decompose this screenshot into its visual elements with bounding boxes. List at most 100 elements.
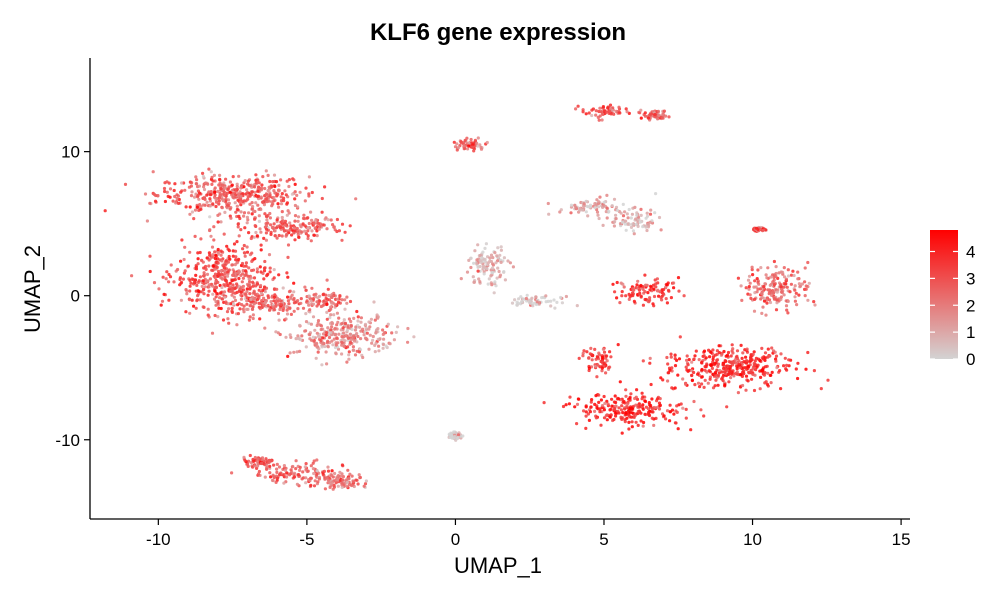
data-point (665, 355, 669, 360)
data-point (696, 381, 701, 385)
data-point (620, 417, 624, 421)
data-point (292, 290, 296, 294)
data-point (329, 313, 333, 317)
data-point (330, 325, 334, 329)
data-point (478, 280, 482, 284)
data-point (672, 412, 676, 416)
data-point (274, 304, 278, 308)
data-point (198, 250, 202, 255)
data-point (288, 228, 292, 232)
data-point (230, 263, 234, 267)
data-point (578, 208, 582, 212)
data-point (213, 289, 217, 293)
data-point (661, 292, 666, 296)
data-point (256, 472, 261, 476)
data-point (263, 212, 267, 216)
data-point (621, 202, 625, 206)
data-point (272, 195, 276, 200)
data-point (217, 273, 221, 277)
data-point (480, 256, 484, 260)
data-point (218, 177, 222, 181)
data-point (262, 296, 266, 300)
data-point (272, 173, 277, 177)
data-point (325, 317, 329, 321)
data-point (157, 287, 161, 291)
data-point (605, 193, 609, 197)
data-point (253, 190, 257, 194)
data-point (251, 284, 255, 288)
data-point (666, 379, 670, 383)
data-point (304, 288, 308, 292)
data-point (700, 367, 704, 372)
data-point (207, 289, 211, 293)
data-point (604, 210, 608, 214)
data-point (640, 397, 644, 401)
data-point (637, 288, 642, 292)
data-point (476, 144, 480, 148)
data-point (735, 370, 739, 374)
data-point (459, 141, 463, 145)
data-point (268, 266, 272, 270)
data-point (162, 292, 166, 296)
data-point (639, 108, 643, 112)
data-point (256, 194, 261, 198)
data-point (268, 464, 272, 468)
data-point (356, 482, 360, 486)
data-point (660, 116, 664, 120)
data-point (744, 286, 748, 290)
data-point (320, 196, 324, 201)
data-point (301, 306, 306, 310)
data-point (231, 273, 235, 277)
data-point (324, 350, 328, 354)
data-point (304, 462, 308, 466)
data-point (235, 182, 239, 186)
data-point (268, 211, 272, 216)
data-point (530, 296, 534, 300)
data-point (595, 355, 600, 359)
data-point (257, 305, 261, 309)
data-point (194, 273, 198, 277)
data-point (639, 294, 643, 298)
data-point (587, 418, 592, 422)
data-point (584, 210, 588, 214)
data-point (272, 295, 276, 299)
data-point (703, 365, 707, 369)
data-point (639, 283, 643, 288)
data-point (244, 264, 248, 268)
data-point (449, 433, 453, 437)
data-point (228, 289, 232, 293)
data-point (348, 340, 353, 345)
data-point (370, 341, 374, 345)
data-point (348, 472, 352, 476)
data-point (200, 284, 204, 288)
data-point (217, 269, 221, 273)
data-point (242, 251, 246, 255)
data-point (669, 352, 673, 356)
data-point (700, 382, 704, 386)
data-point (702, 414, 706, 418)
data-point (269, 223, 273, 227)
data-point (382, 331, 386, 335)
data-point (153, 199, 158, 203)
data-point (598, 195, 602, 199)
data-point (600, 118, 604, 122)
data-point (483, 246, 487, 250)
data-point (632, 415, 636, 419)
data-point (216, 315, 220, 319)
data-point (756, 357, 761, 361)
data-point (723, 384, 727, 388)
data-point (252, 276, 257, 280)
data-point (273, 234, 277, 238)
data-point (323, 344, 327, 349)
data-point (341, 326, 345, 330)
data-point (273, 191, 277, 195)
data-point (208, 253, 212, 257)
data-point (352, 316, 356, 320)
data-point (476, 265, 480, 269)
data-point (287, 290, 292, 294)
data-point (335, 336, 339, 340)
data-point (197, 289, 201, 294)
data-point (657, 215, 662, 220)
data-point (202, 187, 207, 192)
data-point (632, 299, 637, 303)
